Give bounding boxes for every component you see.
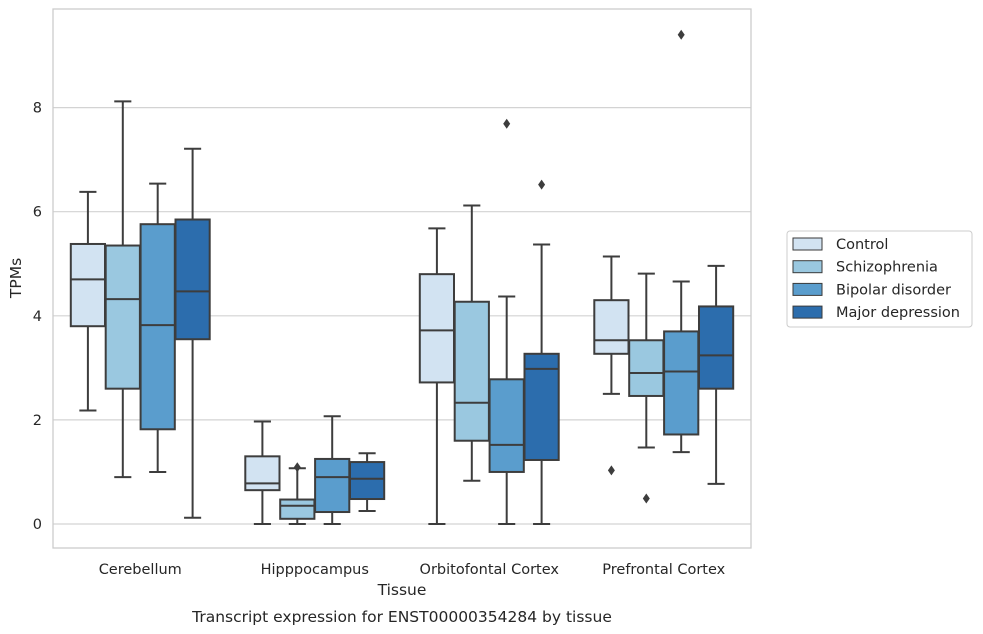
box <box>69 242 107 328</box>
box <box>593 299 630 355</box>
box-group <box>663 29 700 454</box>
legend: Control Schizophrenia Bipolar disorder Majo… <box>786 230 973 328</box>
legend-swatch <box>792 282 823 296</box>
chart-caption: Transcript expression for ENST0000035428… <box>191 608 612 626</box>
outlier-point <box>538 179 546 190</box>
x-axis-label: Tissue <box>377 581 427 599</box>
legend-frame <box>786 230 973 328</box>
legend-label: Bipolar disorder <box>836 282 951 298</box>
box-groups <box>69 29 735 525</box>
box <box>663 330 700 436</box>
box-group <box>628 272 665 504</box>
box-group <box>69 190 107 412</box>
legend-swatch <box>792 237 823 251</box>
box <box>139 223 176 431</box>
box <box>279 498 316 520</box>
box <box>523 352 560 461</box>
x-tick-label: Cerebellum <box>99 562 182 578</box>
x-tick-label: Prefrontal Cortex <box>602 562 725 578</box>
box <box>488 378 525 473</box>
y-tick-label: 2 <box>33 413 42 429</box>
y-tick-label: 6 <box>33 205 42 221</box>
outlier-point <box>642 493 650 504</box>
outlier-point <box>293 462 301 473</box>
box <box>348 461 386 501</box>
y-axis-label: TPMs <box>7 258 25 299</box>
box <box>244 455 281 492</box>
legend-label: Major depression <box>836 305 960 321</box>
box-group <box>244 420 281 525</box>
legend-swatch <box>792 260 823 274</box>
legend-label: Control <box>836 237 888 253</box>
outlier-point <box>607 465 615 476</box>
box-group <box>104 100 141 479</box>
box <box>104 244 141 390</box>
box-group <box>279 462 316 525</box>
y-tick-label: 4 <box>33 309 42 325</box>
box-group <box>593 255 630 476</box>
x-tick-label: Orbitofontal Cortex <box>420 562 560 578</box>
y-tick-labels: 0 2 4 6 8 <box>33 101 42 533</box>
legend-label: Schizophrenia <box>836 260 938 276</box>
y-tick-label: 8 <box>33 101 42 117</box>
box <box>697 305 735 390</box>
box-group <box>523 179 560 525</box>
box-group <box>697 264 735 485</box>
box <box>628 339 665 397</box>
box-group <box>348 452 386 512</box>
legend-swatch <box>792 305 823 319</box>
x-tick-labels: Cerebellum Hipppocampus Orbitofontal Corte… <box>99 562 726 578</box>
box-group <box>453 204 490 482</box>
box <box>174 218 211 341</box>
outlier-point <box>503 118 511 129</box>
box <box>453 300 490 442</box>
box <box>314 457 351 514</box>
box-group <box>174 147 211 519</box>
box <box>418 273 456 384</box>
outlier-point <box>677 29 685 40</box>
plot-frame <box>52 8 752 549</box>
x-tick-label: Hipppocampus <box>261 562 369 578</box>
box-group <box>139 182 176 473</box>
box-group <box>418 227 456 525</box>
y-tick-label: 0 <box>33 517 42 533</box>
